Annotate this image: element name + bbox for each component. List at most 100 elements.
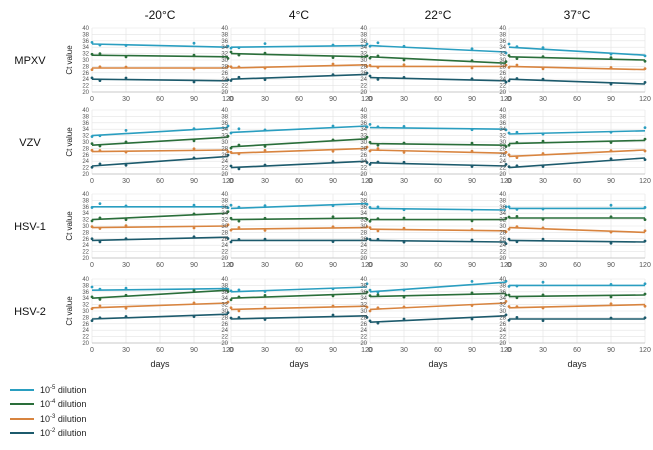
data-point-d2 (124, 315, 128, 318)
y-tick-label: 36 (499, 205, 506, 211)
data-point-d5 (368, 123, 372, 126)
data-point-d2 (402, 240, 406, 244)
y-tick-label: 40 (499, 26, 506, 32)
x-tick-label: 60 (295, 178, 303, 185)
y-tick-label: 36 (360, 205, 367, 211)
x-tick-label: 30 (261, 262, 269, 269)
y-tick-label: 20 (82, 341, 89, 347)
trend-line-d3 (230, 305, 368, 311)
trend-line-d4 (91, 212, 229, 221)
y-tick-label: 30 (82, 309, 89, 315)
trend-line-d5 (230, 125, 368, 134)
y-tick-label: 26 (360, 237, 367, 243)
x-tick-label: 60 (156, 262, 164, 269)
data-point-d5 (229, 289, 233, 293)
trend-line-d4 (508, 139, 646, 145)
x-tick-label: 90 (329, 178, 337, 185)
data-point-d3 (609, 302, 613, 306)
x-tick-label: 0 (229, 96, 233, 103)
data-point-d5 (331, 287, 335, 291)
y-tick-label: 22 (221, 84, 228, 90)
data-point-d3 (470, 228, 474, 231)
data-point-d4 (541, 217, 545, 221)
y-tick-label: 20 (82, 90, 89, 96)
data-point-d4 (368, 219, 372, 223)
y-tick-label: 32 (82, 218, 89, 224)
data-point-d4 (376, 217, 380, 221)
data-point-d3 (229, 150, 233, 154)
data-point-d2 (376, 77, 380, 81)
y-axis-label: Ct value (65, 45, 74, 75)
data-point-d2 (192, 235, 196, 239)
y-tick-label: 28 (82, 230, 89, 236)
row-label: MPXV (14, 55, 46, 67)
x-tick-label: 90 (468, 347, 476, 354)
data-point-d4 (124, 55, 128, 59)
data-point-d2 (98, 316, 102, 320)
data-point-d3 (124, 150, 128, 154)
data-point-d5 (124, 204, 128, 208)
data-point-d3 (226, 150, 230, 154)
data-point-d4 (237, 295, 241, 299)
y-tick-label: 36 (82, 290, 89, 296)
legend-item: 10-5 dilution (10, 383, 86, 396)
data-point-d4 (504, 293, 508, 297)
data-point-d3 (192, 301, 196, 305)
data-point-d3 (365, 225, 369, 229)
data-point-d4 (263, 216, 267, 220)
data-point-d4 (376, 54, 380, 58)
trend-line-d3 (508, 149, 646, 158)
data-point-d3 (263, 229, 267, 232)
trend-line-d2 (91, 78, 229, 82)
y-tick-label: 38 (82, 283, 89, 289)
data-point-d4 (515, 57, 519, 60)
data-point-d5 (229, 203, 233, 207)
y-tick-label: 28 (499, 315, 506, 321)
y-tick-label: 28 (360, 64, 367, 70)
x-tick-label: 0 (368, 178, 372, 185)
data-point-d5 (331, 204, 335, 208)
data-point-d2 (609, 316, 613, 320)
y-tick-label: 28 (221, 315, 228, 321)
data-point-d4 (226, 210, 230, 214)
data-point-d5 (541, 132, 545, 136)
y-tick-label: 40 (499, 277, 506, 283)
x-tick-label: 90 (329, 96, 337, 103)
x-tick-label: 30 (261, 178, 269, 185)
data-point-d2 (368, 319, 372, 323)
trend-line-d5 (230, 202, 368, 210)
trend-line-d5 (369, 281, 507, 293)
x-tick-label: 30 (539, 96, 547, 103)
y-tick-label: 36 (499, 290, 506, 296)
data-point-d2 (90, 319, 94, 322)
data-point-d3 (192, 67, 196, 71)
y-tick-label: 40 (499, 108, 506, 114)
data-point-d5 (124, 129, 128, 132)
y-tick-label: 32 (221, 52, 228, 58)
data-point-d4 (402, 58, 406, 62)
data-point-d2 (541, 165, 545, 168)
data-point-d4 (365, 217, 369, 221)
y-tick-label: 24 (499, 159, 506, 165)
y-tick-label: 36 (360, 121, 367, 127)
data-point-d3 (98, 227, 102, 230)
y-tick-label: 36 (82, 205, 89, 211)
data-point-d4 (515, 296, 519, 300)
data-point-d4 (470, 59, 474, 63)
data-point-d2 (470, 317, 474, 321)
data-point-d4 (226, 290, 230, 293)
y-tick-label: 38 (82, 114, 89, 120)
data-point-d4 (376, 143, 380, 147)
trend-line-d4 (508, 56, 646, 61)
x-tick-label: 30 (261, 347, 269, 354)
y-tick-label: 30 (221, 140, 228, 146)
y-tick-label: 32 (360, 303, 367, 309)
y-tick-label: 28 (499, 146, 506, 152)
trend-line-d2 (230, 73, 368, 80)
data-point-d2 (331, 160, 335, 163)
data-point-d4 (331, 138, 335, 142)
x-tick-label: 90 (329, 347, 337, 354)
y-tick-label: 38 (360, 32, 367, 38)
data-point-d3 (90, 307, 94, 311)
y-tick-label: 30 (360, 309, 367, 315)
